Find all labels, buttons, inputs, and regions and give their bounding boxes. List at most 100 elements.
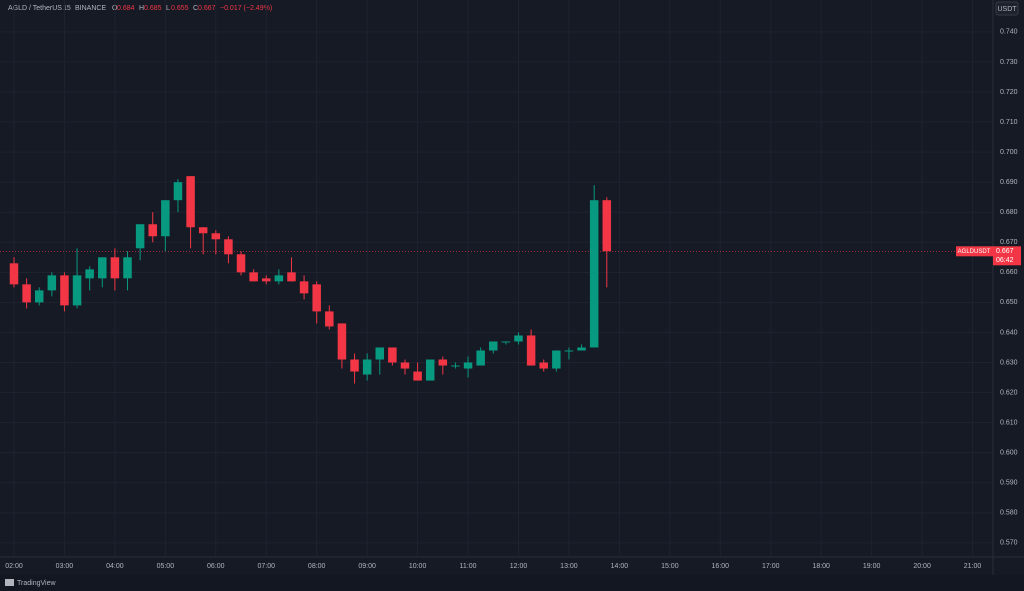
x-tick-label: 06:00 <box>207 563 225 570</box>
x-tick-label: 08:00 <box>308 563 326 570</box>
candle-body <box>22 284 31 303</box>
interval: 15 <box>63 5 71 12</box>
candle-body <box>173 182 183 201</box>
candle-body <box>186 176 195 228</box>
candle-body <box>400 362 410 369</box>
symbol: AGLD / TetherUS <box>8 5 62 12</box>
candle-body <box>34 290 44 303</box>
ohlc-value: 0.685 <box>144 5 162 12</box>
candle-body <box>375 347 385 360</box>
last-price-symbol-box <box>956 246 993 257</box>
brand-logo <box>5 579 14 586</box>
candle-body <box>337 323 347 360</box>
candle-body <box>249 272 258 282</box>
candle-body <box>224 239 233 255</box>
ohlc-label: L <box>166 5 170 12</box>
y-tick-label: 0.610 <box>1000 419 1018 426</box>
candle-body <box>287 272 296 282</box>
x-tick-label: 07:00 <box>257 563 275 570</box>
candle-body <box>312 284 321 312</box>
last-price-value: 0.667 <box>996 248 1014 255</box>
y-tick-label: 0.580 <box>1000 510 1018 517</box>
candle-body <box>489 341 498 351</box>
exchange: BINANCE <box>75 5 106 12</box>
candle-body <box>476 350 485 366</box>
y-tick-label: 0.690 <box>1000 179 1018 186</box>
candle-body <box>526 335 536 366</box>
candle-body <box>589 200 599 348</box>
change: −0.017 (−2.49%) <box>220 5 272 12</box>
candle-body <box>514 335 523 342</box>
y-tick-label: 0.600 <box>1000 450 1018 457</box>
candle-body <box>413 371 422 381</box>
y-tick-label: 0.630 <box>1000 359 1018 366</box>
candle-body <box>463 362 473 369</box>
ohlc-value: 0.655 <box>171 5 189 12</box>
candle-body <box>451 365 460 367</box>
footer <box>0 575 1024 591</box>
ohlc-value: 0.667 <box>198 5 216 12</box>
x-tick-label: 14:00 <box>611 563 629 570</box>
y-tick-label: 0.730 <box>1000 59 1018 66</box>
y-tick-label: 0.710 <box>1000 119 1018 126</box>
y-tick-label: 0.670 <box>1000 239 1018 246</box>
y-tick-label: 0.570 <box>1000 540 1018 547</box>
candle-body <box>262 278 271 282</box>
last-price-box <box>993 246 1021 266</box>
candle-body <box>299 281 309 294</box>
candle-body <box>564 350 574 352</box>
x-tick-label: 10:00 <box>409 563 427 570</box>
ohlc-label: H <box>139 5 144 12</box>
candle-body <box>161 200 170 237</box>
x-tick-label: 03:00 <box>56 563 74 570</box>
x-tick-label: 02:00 <box>5 563 23 570</box>
ohlc-label: C <box>193 5 198 12</box>
x-tick-label: 17:00 <box>762 563 780 570</box>
candle-body <box>85 269 94 279</box>
y-tick-label: 0.740 <box>1000 29 1018 36</box>
candle-body <box>98 257 107 279</box>
candle-body <box>577 347 586 351</box>
candle-body <box>362 359 372 375</box>
currency[interactable]: USDT <box>997 6 1017 13</box>
currency-box[interactable] <box>995 1 1019 16</box>
candle-body <box>135 224 145 249</box>
candle-body <box>350 359 359 372</box>
candle-body <box>47 275 57 291</box>
y-tick-label: 0.660 <box>1000 269 1018 276</box>
x-tick-label: 11:00 <box>460 563 477 570</box>
y-tick-label: 0.590 <box>1000 480 1018 487</box>
candle-body <box>72 275 82 306</box>
x-tick-label: 16:00 <box>712 563 730 570</box>
candle-body <box>274 275 284 282</box>
candle-body <box>539 362 548 369</box>
x-tick-label: 05:00 <box>157 563 175 570</box>
x-tick-label: 12:00 <box>510 563 528 570</box>
candle-body <box>60 275 69 306</box>
header: AGLD / TetherUS 15 BINANCE <box>8 5 106 12</box>
candle-body <box>438 359 448 366</box>
candle-body <box>9 263 19 285</box>
x-tick-label: 13:00 <box>560 563 578 570</box>
candle-body <box>425 359 435 381</box>
candle-body <box>123 257 132 279</box>
brand: TradingView <box>17 580 56 587</box>
y-tick-label: 0.720 <box>1000 89 1018 96</box>
x-tick-label: 15:00 <box>661 563 679 570</box>
candle-body <box>602 200 612 252</box>
y-tick-label: 0.700 <box>1000 149 1018 156</box>
candle-body <box>552 350 561 369</box>
candle-body <box>325 311 334 327</box>
candle-body <box>148 224 157 237</box>
ohlc-value: 0.684 <box>117 5 135 12</box>
candle-body <box>236 254 246 273</box>
last-price-countdown: 06:42 <box>996 257 1014 264</box>
y-tick-label: 0.650 <box>1000 299 1018 306</box>
candle-body <box>388 347 397 363</box>
y-tick-label: 0.640 <box>1000 329 1018 336</box>
candle-body <box>501 341 511 343</box>
x-tick-label: 21:00 <box>964 563 982 570</box>
candle-body <box>211 233 221 240</box>
